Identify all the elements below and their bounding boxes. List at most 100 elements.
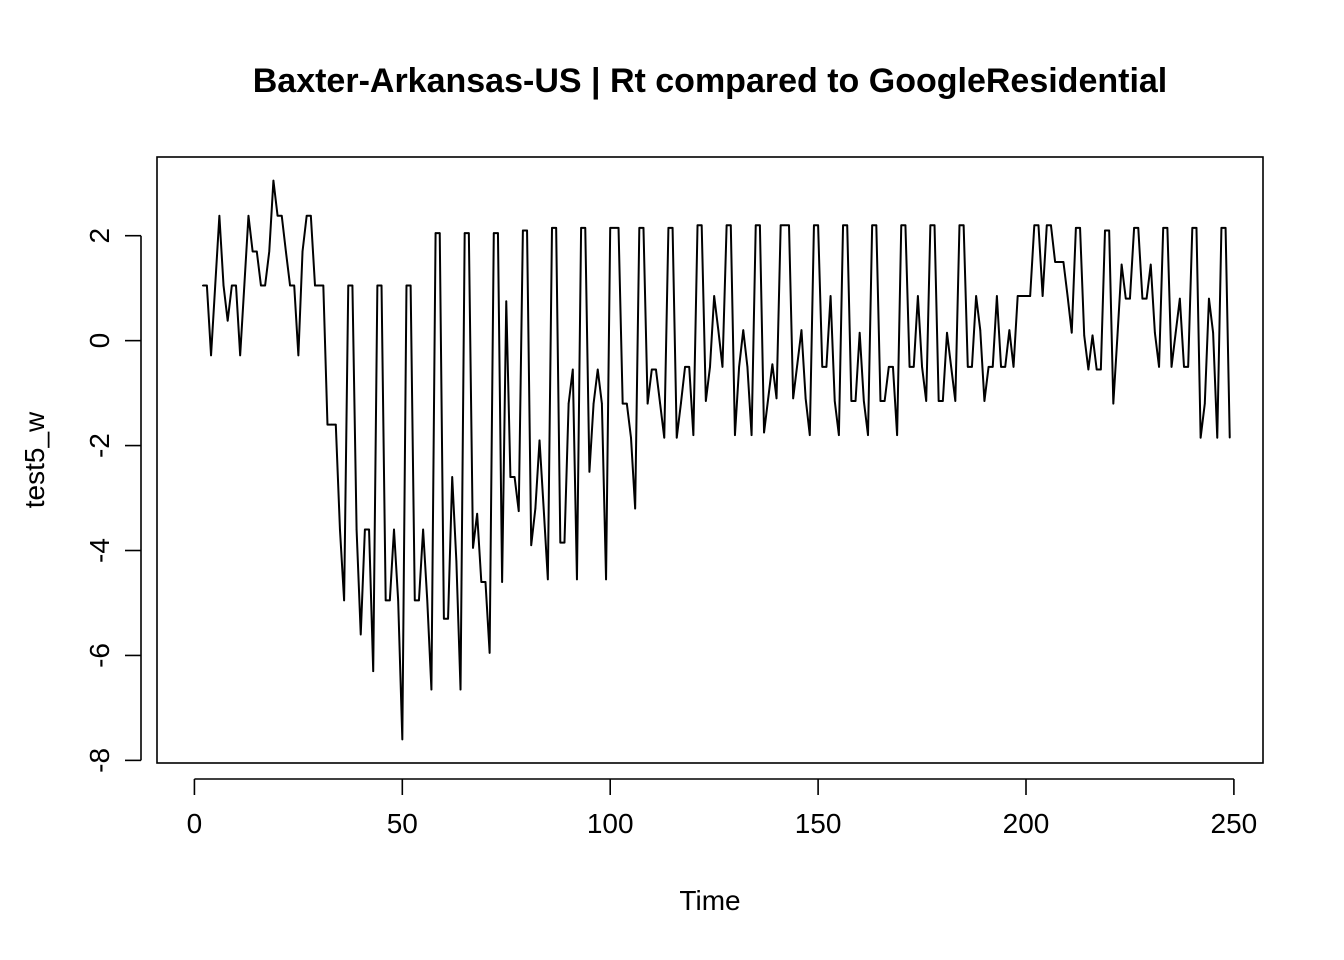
data-point: [734, 434, 736, 436]
data-point: [251, 250, 254, 253]
data-point: [434, 232, 437, 234]
data-point: [530, 544, 533, 547]
data-point: [638, 227, 641, 229]
data-point: [472, 547, 474, 549]
data-point: [372, 670, 375, 672]
data-point: [883, 400, 886, 402]
data-point: [738, 366, 740, 368]
data-point: [476, 512, 478, 515]
data-point: [1091, 334, 1094, 337]
data-point: [917, 295, 919, 297]
data-point: [971, 366, 973, 368]
data-point: [996, 295, 998, 297]
data-point: [484, 581, 487, 583]
data-point: [858, 331, 861, 334]
data-point: [272, 179, 275, 182]
data-point: [646, 402, 649, 405]
data-point: [488, 652, 491, 654]
data-point: [480, 581, 483, 583]
data-point: [962, 224, 965, 227]
data-point: [285, 250, 287, 253]
data-point: [463, 232, 466, 234]
data-point: [1100, 368, 1102, 371]
data-point: [276, 214, 279, 217]
y-tick-label: -6: [84, 643, 115, 668]
data-point: [626, 402, 628, 405]
data-point: [1220, 227, 1223, 229]
x-tick-label: 150: [795, 808, 842, 839]
data-point: [688, 366, 691, 368]
data-point: [243, 284, 246, 287]
data-point: [742, 329, 745, 331]
data-point: [1066, 295, 1069, 297]
data-point: [447, 617, 449, 620]
data-point: [1170, 366, 1173, 368]
data-point: [933, 224, 936, 227]
data-point: [584, 227, 587, 229]
x-tick-label: 0: [187, 808, 203, 839]
data-point: [634, 507, 636, 510]
data-point: [443, 617, 445, 620]
data-point: [771, 363, 774, 366]
data-point: [339, 528, 341, 531]
data-point: [326, 423, 329, 426]
data-point: [231, 284, 233, 287]
data-point: [1133, 227, 1135, 229]
data-point: [1203, 402, 1206, 405]
data-point: [384, 599, 387, 602]
data-point: [222, 284, 225, 287]
data-point: [987, 366, 990, 368]
data-point: [617, 227, 620, 229]
data-point: [1008, 329, 1011, 331]
y-tick-label: -2: [84, 433, 115, 458]
data-point: [1191, 227, 1194, 229]
data-point: [438, 232, 441, 234]
data-point: [929, 224, 932, 227]
data-point: [359, 633, 362, 636]
data-point: [239, 354, 241, 357]
data-point: [206, 284, 208, 287]
data-point: [725, 224, 728, 227]
data-point: [318, 284, 320, 287]
data-point: [991, 366, 994, 368]
data-point: [925, 400, 928, 402]
data-point: [1141, 297, 1144, 300]
data-point: [210, 354, 212, 357]
data-point: [1199, 436, 1202, 439]
data-point: [846, 224, 849, 227]
data-point: [1104, 229, 1106, 232]
data-point: [613, 227, 616, 229]
data-point: [954, 400, 957, 402]
data-point: [534, 507, 537, 510]
data-point: [1016, 295, 1019, 297]
data-point: [280, 214, 283, 217]
data-point: [542, 507, 545, 510]
data-point: [750, 434, 753, 436]
data-point: [422, 528, 424, 531]
x-axis-label: Time: [679, 885, 740, 916]
data-point: [567, 402, 570, 405]
data-point: [1058, 261, 1061, 263]
data-point: [255, 250, 258, 253]
data-point: [513, 476, 516, 478]
data-point: [713, 295, 715, 297]
data-point: [838, 434, 840, 436]
data-point: [796, 363, 799, 366]
data-point: [330, 423, 333, 426]
y-tick-label: -4: [84, 538, 115, 563]
data-point: [368, 528, 370, 531]
data-point: [1054, 261, 1056, 263]
data-point: [551, 227, 553, 229]
data-point: [509, 476, 512, 478]
data-point: [401, 738, 404, 741]
data-point: [642, 227, 645, 229]
data-point: [825, 366, 828, 368]
data-point: [854, 400, 857, 402]
data-point: [912, 366, 915, 368]
data-point: [800, 329, 803, 331]
data-point: [946, 331, 948, 334]
y-axis: -8 -6 -4 -2 0 2: [84, 228, 142, 773]
series-group: [201, 179, 1231, 741]
data-point: [892, 366, 894, 368]
data-point: [808, 434, 811, 436]
